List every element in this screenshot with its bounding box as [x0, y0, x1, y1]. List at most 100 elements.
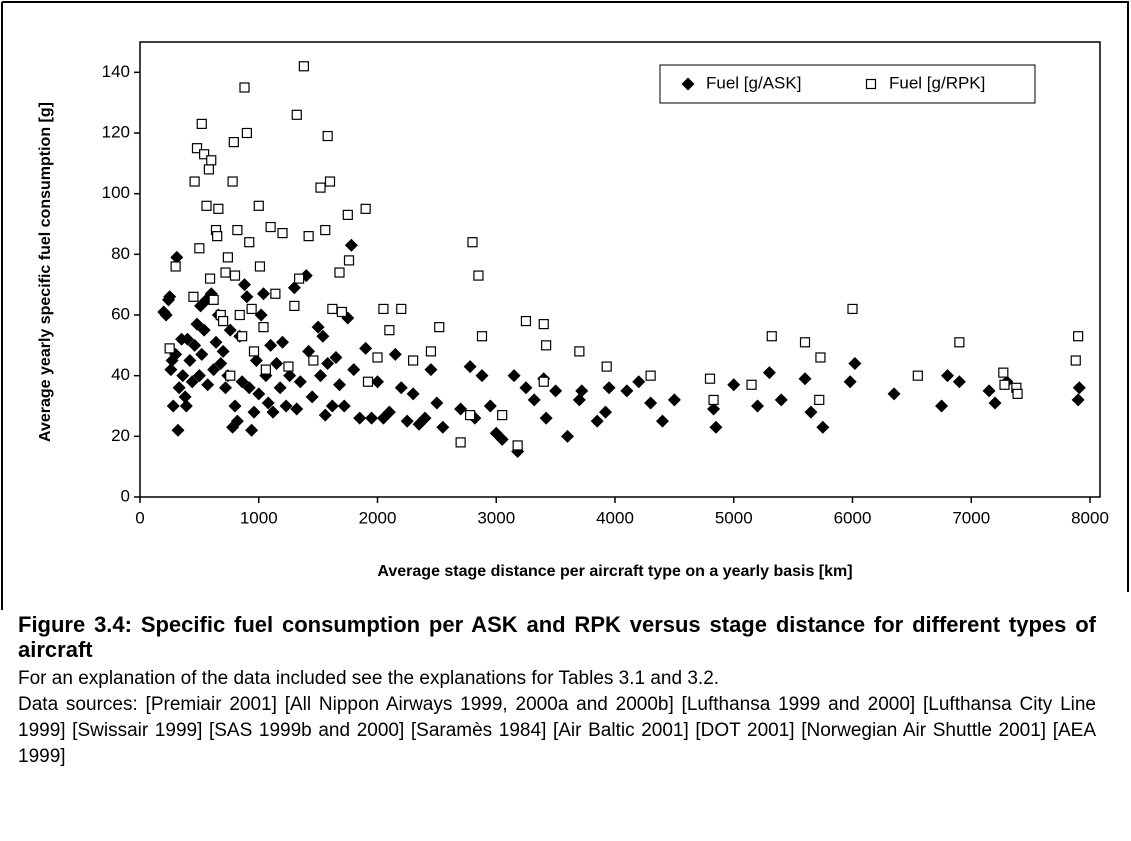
point: [396, 303, 407, 315]
point: [656, 414, 669, 428]
legend-label: Fuel [g/ASK]: [706, 73, 801, 92]
point: [266, 405, 280, 419]
point: [179, 399, 193, 413]
point: [230, 414, 244, 428]
point: [245, 423, 259, 437]
point: [762, 366, 776, 380]
point: [257, 287, 270, 301]
point: [273, 381, 287, 395]
point: [290, 402, 304, 416]
x-tick-label: 2000: [359, 508, 397, 527]
point: [408, 355, 419, 366]
x-tick-label: 0: [135, 508, 144, 527]
plot-frame: [139, 41, 1101, 498]
point: [799, 337, 811, 348]
point: [249, 354, 263, 367]
point: [197, 323, 211, 337]
point: [473, 270, 484, 281]
point: [704, 373, 716, 384]
point: [343, 255, 355, 266]
point: [253, 200, 264, 211]
point: [324, 176, 336, 187]
point: [216, 344, 230, 358]
point: [252, 387, 266, 401]
point: [279, 399, 293, 413]
legend-label: Fuel [g/RPK]: [889, 73, 985, 92]
point: [229, 270, 241, 281]
point: [242, 381, 256, 395]
point: [798, 372, 812, 386]
y-tick-label: 120: [102, 122, 130, 141]
caption-title: Figure 3.4: Specific fuel consumption pe…: [18, 612, 1096, 662]
point: [336, 306, 347, 318]
point: [195, 347, 209, 361]
x-tick-label: 4000: [596, 508, 634, 527]
y-tick-label: 60: [111, 304, 130, 323]
point: [342, 209, 353, 220]
point: [188, 338, 202, 352]
point: [382, 405, 396, 419]
point: [360, 203, 371, 214]
point: [316, 329, 330, 343]
point: [344, 238, 358, 252]
point: [237, 331, 248, 342]
point: [238, 278, 251, 292]
point: [164, 343, 175, 354]
point: [495, 432, 509, 446]
point: [644, 396, 658, 410]
point: [220, 267, 231, 278]
point: [601, 361, 612, 372]
point: [206, 155, 217, 166]
point: [270, 357, 284, 371]
point: [196, 118, 207, 130]
point: [912, 370, 923, 381]
point: [209, 335, 223, 349]
point: [575, 384, 589, 398]
point: [632, 375, 646, 389]
point: [189, 176, 200, 187]
point: [1012, 388, 1023, 399]
point: [265, 221, 276, 233]
point: [225, 370, 236, 381]
point: [572, 393, 586, 407]
point: [887, 387, 901, 401]
point: [212, 231, 223, 242]
point: [590, 414, 604, 428]
point: [574, 346, 585, 357]
point: [333, 378, 346, 392]
point: [359, 341, 373, 355]
point: [988, 396, 1002, 410]
figure-frame: [1, 1, 1129, 610]
point: [455, 437, 466, 448]
point: [708, 394, 719, 406]
point: [176, 369, 190, 383]
caption-line: For an explanation of the data included …: [18, 668, 720, 689]
point: [436, 420, 450, 434]
point: [192, 369, 206, 383]
point: [247, 405, 261, 419]
point: [941, 369, 954, 383]
point: [465, 410, 476, 421]
point: [222, 252, 233, 263]
point: [999, 379, 1010, 390]
x-tick-label: 5000: [715, 508, 753, 527]
point: [538, 319, 549, 330]
point: [260, 364, 271, 375]
point: [935, 399, 949, 413]
point: [1071, 393, 1085, 407]
point: [223, 323, 237, 337]
point: [218, 315, 229, 327]
point: [185, 375, 199, 389]
point: [848, 357, 862, 371]
point: [208, 294, 219, 305]
point: [241, 127, 252, 139]
point: [707, 402, 721, 416]
point: [232, 224, 243, 236]
x-tick-label: 6000: [834, 508, 872, 527]
point: [322, 130, 333, 142]
x-tick-label: 1000: [240, 508, 278, 527]
point: [549, 384, 563, 398]
point: [190, 317, 204, 331]
point: [227, 176, 238, 187]
point: [519, 381, 533, 395]
